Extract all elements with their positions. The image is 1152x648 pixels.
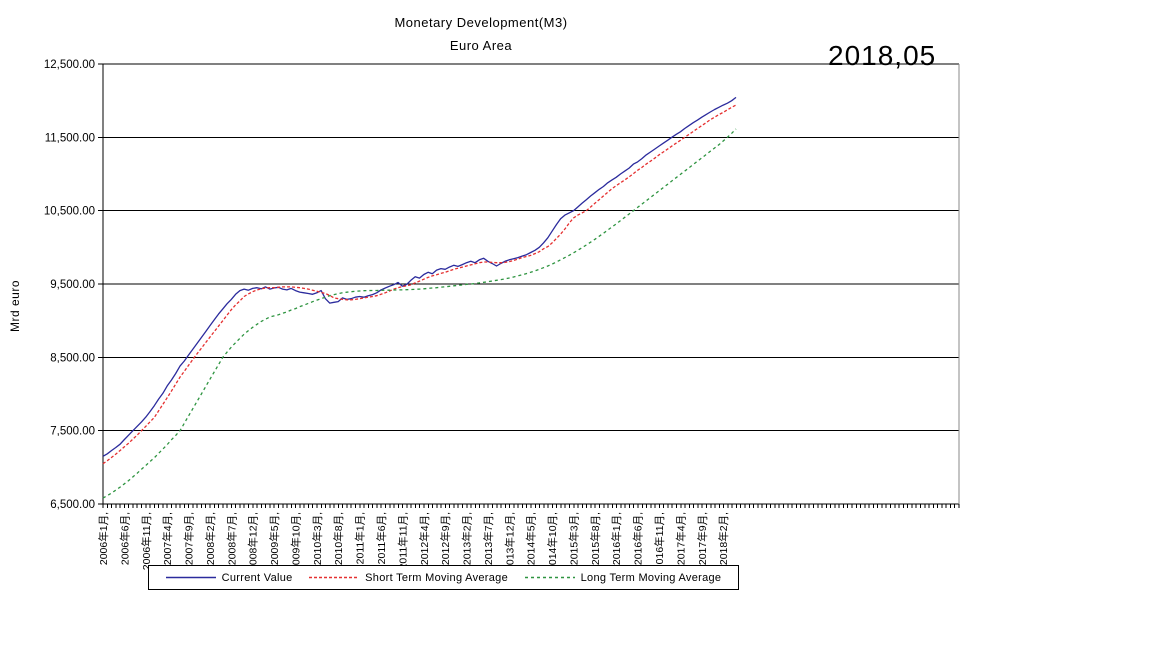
x-tick-label: 2010年8月, — [332, 512, 345, 565]
y-axis-title: Mrd euro — [8, 279, 22, 332]
legend-label-long-term-ma: Long Term Moving Average — [580, 571, 722, 584]
x-tick-label: 2007年9月, — [183, 512, 196, 565]
x-tick-label: 2014年10月, — [546, 512, 559, 571]
x-tick-label: 2010年3月, — [311, 512, 324, 565]
x-tick-label: 2017年4月, — [674, 512, 687, 565]
x-tick-label: 2014年5月, — [525, 512, 538, 565]
x-tick-label: 2015年8月, — [589, 512, 602, 565]
y-tick-label: 10,500.00 — [44, 206, 95, 218]
x-tick-label: 2009年10月, — [289, 512, 302, 571]
legend-line-long-term-ma-icon — [524, 576, 575, 579]
x-tick-label: 2006年1月, — [97, 512, 110, 565]
x-tick-label: 2008年2月, — [204, 512, 217, 565]
x-tick-label: 2006年11月, — [140, 512, 153, 570]
legend-line-short-term-ma-icon — [309, 576, 360, 579]
x-tick-label: 2016年6月, — [632, 512, 645, 565]
y-tick-label: 9,500.00 — [50, 279, 95, 291]
x-tick-label: 2018年2月, — [717, 512, 730, 565]
y-tick-label: 8,500.00 — [50, 352, 95, 364]
series-line-current-value — [102, 96, 737, 457]
y-tick-label: 7,500.00 — [50, 426, 95, 438]
y-tick-label: 11,500.00 — [45, 132, 95, 144]
x-tick-label: 2015年3月, — [567, 512, 580, 565]
x-tick-label: 2013年2月, — [461, 512, 474, 565]
x-tick-label: 2011年11月, — [396, 512, 409, 569]
x-tick-label: 2016年11月, — [653, 512, 666, 570]
legend-item-current-value: Current Value — [165, 571, 293, 584]
chart-title-line2: Euro Area — [449, 37, 513, 53]
legend-label-current-value: Current Value — [221, 571, 293, 584]
date-stamp: 2018,05 — [828, 40, 937, 71]
x-tick-label: 2007年4月, — [161, 512, 174, 565]
x-tick-label: 2011年1月, — [354, 512, 367, 564]
series-line-short-term-moving-average — [102, 104, 737, 465]
chart-title-line1: Monetary Development(M3) — [394, 15, 568, 30]
x-tick-label: 2006年6月, — [118, 512, 131, 565]
y-tick-label: 6,500.00 — [50, 499, 95, 511]
x-tick-label: 2013年7月, — [482, 512, 495, 565]
legend-line-current-value-icon — [165, 576, 216, 579]
legend-item-long-term-ma: Long Term Moving Average — [524, 571, 722, 584]
chart-legend: Current Value Short Term Moving Average … — [148, 565, 739, 590]
x-tick-label: 2011年6月, — [375, 512, 388, 564]
x-tick-label: 2017年9月, — [696, 512, 709, 565]
x-tick-label: 2008年12月, — [247, 512, 260, 571]
x-tick-label: 2012年4月, — [418, 512, 431, 565]
legend-label-short-term-ma: Short Term Moving Average — [365, 571, 509, 584]
x-tick-label: 2012年9月, — [439, 512, 452, 565]
x-tick-label: 2016年1月, — [610, 512, 623, 565]
x-tick-label: 2013年12月, — [503, 512, 516, 571]
x-tick-label: 2008年7月, — [225, 512, 238, 565]
series-line-long-term-moving-average — [102, 128, 737, 499]
chart-title: Monetary Development(M3) Euro Area — [103, 12, 859, 58]
legend-item-short-term-ma: Short Term Moving Average — [309, 572, 508, 584]
x-tick-label: 2009年5月, — [268, 512, 281, 565]
y-tick-label: 12,500.00 — [44, 59, 95, 71]
